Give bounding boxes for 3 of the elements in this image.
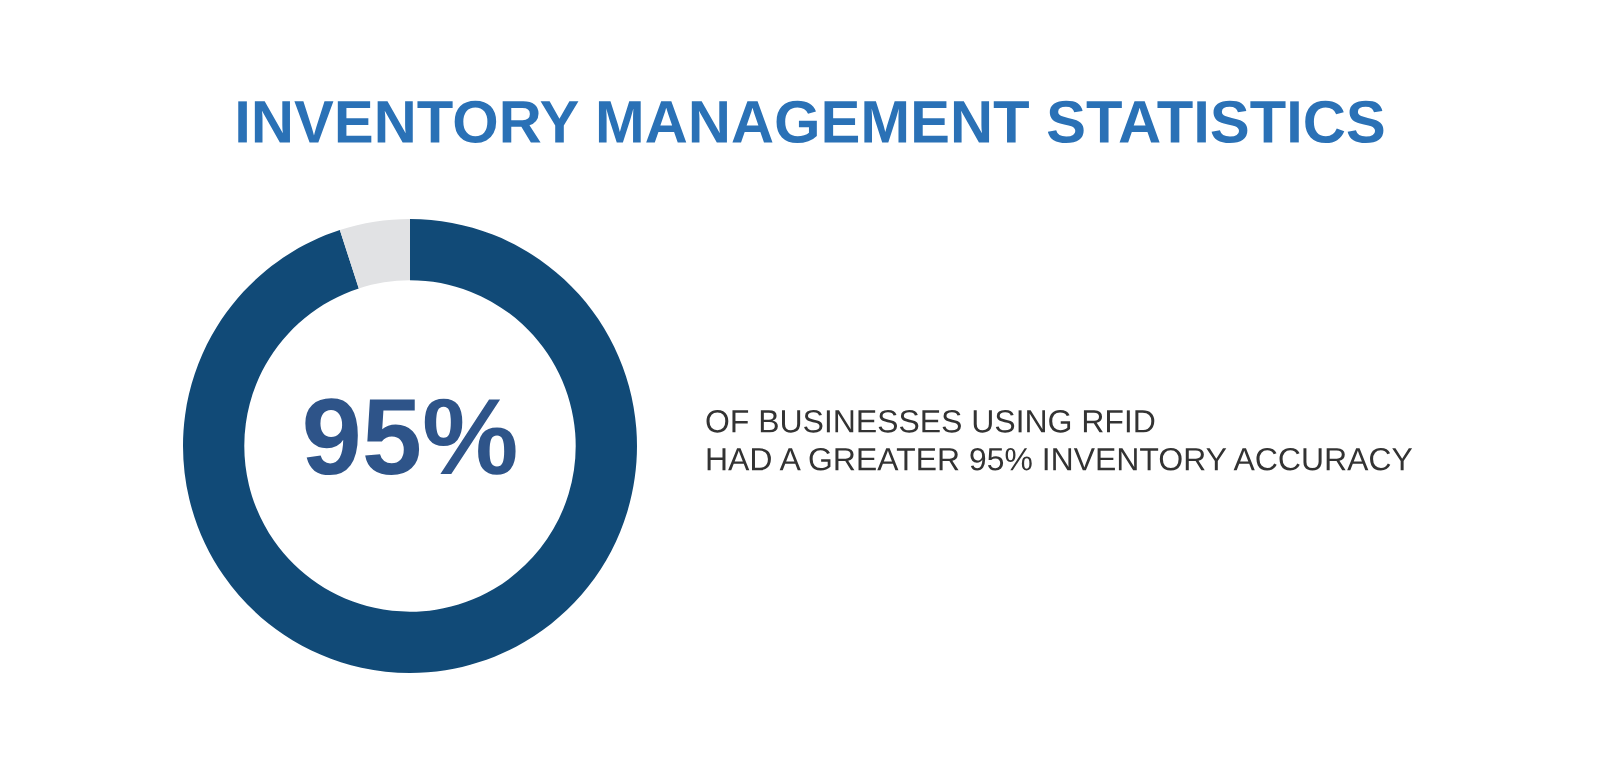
text: OF BUSINESSES USING RFID HAD A GREATER 95% INVENTORY ACCURACY: [706, 410, 1413, 471]
text: 95%: [305, 398, 516, 476]
text: INVENTORY MANAGEMENT STATISTICS: [238, 100, 1384, 144]
